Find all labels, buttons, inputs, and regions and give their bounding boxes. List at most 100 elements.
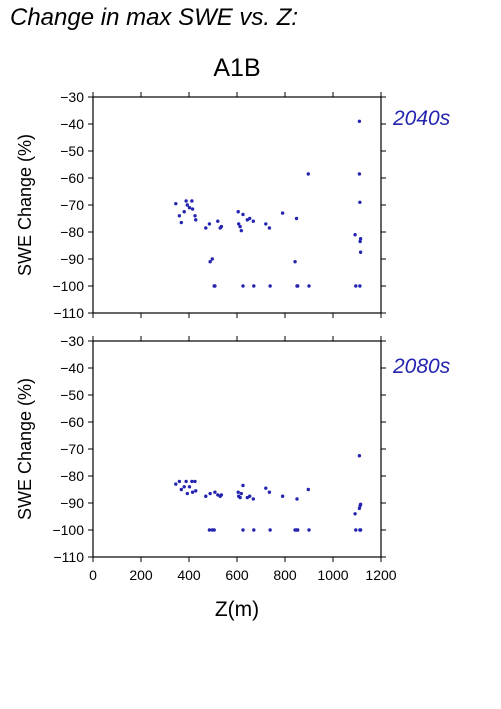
- panel-2080s-data-point: [212, 528, 216, 532]
- scenario-title: A1B: [213, 54, 261, 82]
- panel-2080s-x-axis-label: Z(m): [215, 598, 259, 621]
- panel-2040s-data-point: [357, 172, 362, 176]
- panel-2080s-data-point: [267, 490, 272, 494]
- panel-2080s-data-point: [241, 528, 245, 532]
- panel-2080s-ytick-label: −80: [60, 468, 84, 484]
- panel-2080s-data-point: [174, 482, 178, 486]
- panel-2080s-data-point: [264, 486, 268, 490]
- panel-2040s-frame: [92, 96, 382, 314]
- panel-2080s-data-point: [182, 485, 186, 489]
- panel-2080s-data-point: [251, 497, 256, 501]
- panel-2080s-xtick-label: 600: [225, 567, 249, 583]
- panel-label-2080s: 2080s: [393, 355, 451, 378]
- panel-2080s-data-point: [208, 491, 212, 496]
- panel-2040s-data-point: [219, 224, 224, 229]
- panel-2040s-data-point: [193, 214, 197, 218]
- panel-2080s-data-point: [204, 494, 208, 498]
- panel-2080s-data-point: [280, 494, 285, 498]
- panel-2040s-data-point: [358, 250, 363, 254]
- page-heading: Change in max SWE vs. Z:: [10, 4, 299, 31]
- panel-2040s-data-point: [267, 226, 272, 230]
- panel-2080s-data-point: [239, 491, 244, 496]
- panel-2040s-data-point: [239, 228, 244, 233]
- panel-2040s-data-point: [185, 203, 190, 207]
- panel-2080s-data-point: [219, 493, 224, 497]
- panel-2040s-data-point: [358, 200, 362, 204]
- panel-2040s-data-point: [358, 237, 363, 241]
- panel-2080s-data-point: [184, 479, 188, 484]
- panel-2040s-ytick-label: −30: [60, 89, 84, 105]
- panel-2040s-data-point: [238, 224, 242, 229]
- panel-2040s-data-point: [294, 216, 299, 221]
- panel-2040s-data-point: [190, 207, 195, 211]
- panel-2040s-ytick-label: −90: [60, 251, 84, 267]
- panel-2080s-xtick-label: 200: [129, 567, 153, 583]
- panel-2080s-data-point: [358, 528, 363, 532]
- panel-2040s-data-point: [190, 199, 194, 203]
- panel-2080s-data-point: [296, 528, 300, 532]
- panel-2040s-ytick-label: −60: [60, 170, 84, 186]
- panel-2040s-ytick-label: −100: [52, 278, 84, 294]
- panel-label-2040s: 2040s: [393, 107, 451, 130]
- panel-2040s-data-point: [177, 214, 182, 218]
- panel-2040s-data-point: [210, 257, 214, 261]
- panel-2080s-data-point: [207, 528, 212, 532]
- panel-2040s-data-point: [248, 216, 252, 221]
- panel-2080s-xtick-label: 0: [89, 567, 97, 583]
- panel-2080s-data-point: [357, 454, 362, 458]
- panel-2080s-data-point: [238, 495, 242, 500]
- panel-2080s-ytick-label: −70: [60, 441, 84, 457]
- panel-2080s-data-point: [268, 528, 272, 532]
- panel-2080s-ytick-label: −40: [60, 360, 84, 376]
- panel-2040s-data-point: [216, 219, 220, 223]
- panel-2080s-data-point: [354, 528, 358, 532]
- panel-2040s-data-point: [296, 284, 300, 288]
- panel-2040s-ytick-label: −40: [60, 116, 84, 132]
- panel-2040s-data-point: [208, 260, 212, 264]
- panel-2080s-data-point: [193, 479, 197, 484]
- panel-2080s-ytick-label: −50: [60, 387, 84, 403]
- panel-2080s-data-point: [252, 528, 256, 532]
- panel-2080s-data-point: [357, 506, 362, 511]
- panel-2080s-ytick-label: −60: [60, 414, 84, 430]
- panel-2040s-ytick-label: −110: [54, 305, 85, 321]
- panel-2040s-data-point: [187, 206, 192, 210]
- panel-2080s-data-point: [295, 497, 299, 501]
- panel-2080s-xtick-label: 400: [177, 567, 201, 583]
- panel-2040s-data-point: [353, 233, 357, 237]
- panel-2080s-data-point: [187, 485, 192, 489]
- panel-2040s-data-point: [236, 210, 240, 214]
- panel-2080s-data-point: [307, 528, 311, 532]
- panel-2080s-xtick-label: 800: [273, 567, 297, 583]
- panel-2040s-data-point: [280, 211, 285, 215]
- panel-2080s-xtick-label: 1000: [317, 567, 348, 583]
- panel-2080s-data-point: [213, 490, 217, 494]
- panel-2040s-data-point: [182, 210, 186, 214]
- panel-2080s-data-point: [190, 479, 194, 484]
- panel-2040s-data-point: [357, 119, 362, 124]
- panel-2080s-frame: [92, 340, 382, 558]
- panel-2080s-data-point: [179, 487, 184, 492]
- panel-2040s-ytick-label: −70: [60, 197, 84, 213]
- panel-2080s-y-axis-label: SWE Change (%): [15, 378, 35, 520]
- panel-2040s-data-point: [204, 226, 208, 230]
- panel-2040s-data-point: [268, 284, 272, 288]
- panel-2080s-ytick-label: −90: [60, 495, 84, 511]
- panel-2040s-data-point: [307, 284, 311, 288]
- panel-2080s-data-point: [190, 490, 195, 494]
- panel-2080s-data-point: [241, 483, 245, 488]
- panel-2080s-data-point: [236, 490, 240, 494]
- panel-2080s-xtick-label: 1200: [365, 567, 396, 583]
- panel-2040s-data-point: [358, 284, 362, 288]
- panel-2080s-ytick-label: −30: [60, 333, 84, 349]
- panel-2040s-data-point: [264, 222, 268, 226]
- panel-2080s-data-point: [194, 489, 198, 493]
- panel-2040s-data-point: [252, 284, 256, 288]
- panel-2040s-data-point: [179, 220, 184, 225]
- panel-2080s-ytick-label: −110: [54, 549, 85, 565]
- panel-2040s-ytick-label: −50: [60, 143, 84, 159]
- panel-2040s-data-point: [354, 284, 358, 288]
- panel-2040s-data-point: [241, 212, 245, 217]
- panel-2040s-data-point: [306, 172, 310, 176]
